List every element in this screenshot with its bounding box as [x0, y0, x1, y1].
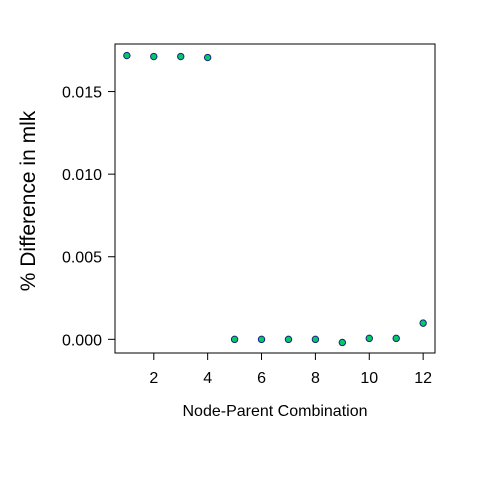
- x-axis-title: Node-Parent Combination: [183, 403, 368, 420]
- x-axis: 2 4 6 8 10 12: [149, 353, 432, 387]
- data-point: [284, 335, 293, 344]
- data-point: [338, 338, 347, 347]
- y-axis-title: % Difference in mlk: [17, 110, 40, 291]
- data-point: [150, 52, 158, 61]
- x-tick-label: 6: [257, 370, 266, 387]
- y-tick-label: 0.015: [62, 85, 102, 102]
- data-point: [392, 334, 400, 343]
- x-tick-label: 8: [311, 370, 320, 387]
- y-tick-label: 0.010: [62, 167, 102, 184]
- y-tick-label: 0.005: [62, 250, 102, 267]
- x-tick-label: 2: [149, 370, 158, 387]
- data-point: [365, 334, 373, 343]
- y-tick-label: 0.000: [62, 332, 102, 349]
- data-point: [311, 335, 320, 344]
- data-point: [177, 52, 185, 61]
- data-points: [123, 51, 427, 347]
- data-point: [419, 319, 427, 327]
- data-point: [230, 335, 239, 344]
- data-point: [203, 53, 212, 62]
- x-tick-label: 10: [360, 370, 378, 387]
- plot-frame: [114, 43, 436, 354]
- data-point: [257, 335, 266, 344]
- x-tick-label: 12: [414, 370, 432, 387]
- data-point: [123, 51, 131, 60]
- y-axis: 0.000 0.005 0.010 0.015: [62, 85, 115, 349]
- x-tick-label: 4: [203, 370, 212, 387]
